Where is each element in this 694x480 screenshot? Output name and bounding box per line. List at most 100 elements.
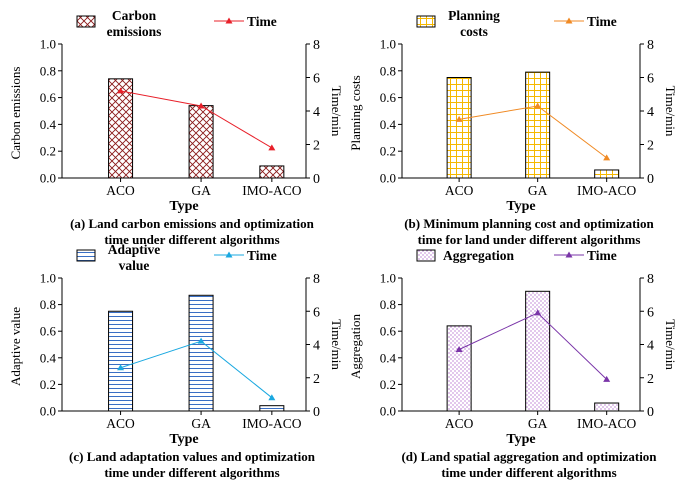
x-tick-label: GA (191, 183, 211, 198)
legend-label-bar: costs (460, 24, 488, 39)
right-tick-label: 2 (647, 139, 654, 154)
bar-aco (108, 78, 134, 179)
legend-label-time: Time (587, 248, 617, 263)
panel-caption: time for land under different algorithms (418, 232, 641, 247)
right-tick-label: 8 (647, 38, 654, 53)
panel-caption: time under different algorithms (441, 465, 616, 480)
left-tick-label: 1.0 (40, 37, 56, 52)
chart-panel-1: 0.0 0.2 0.4 0.6 0.8 1.0 0 2 4 6 8 ACO GA IMO-ACO Type C… (8, 8, 344, 247)
time-point-imo-aco (268, 394, 276, 401)
left-tick-label: 0.8 (380, 63, 396, 78)
legend-label-bar: Aggregation (443, 248, 514, 263)
bar-aco (446, 325, 472, 412)
y-axis-title: Carbon emissions (8, 67, 23, 160)
chart-panel-2: 0.0 0.2 0.4 0.6 0.8 1.0 0 2 4 6 8 ACO GA IMO-ACO Type P… (348, 8, 678, 247)
right-tick-label: 2 (313, 372, 320, 387)
y2-axis-title: Time/min (329, 86, 344, 137)
right-tick-label: 6 (313, 72, 320, 87)
left-tick-label: 0.4 (380, 117, 397, 132)
time-point-imo-aco (603, 375, 611, 382)
time-point-aco (455, 345, 463, 352)
left-tick-label: 0.8 (40, 63, 56, 78)
right-tick-label: 6 (313, 305, 320, 320)
x-axis-title: Type (506, 199, 535, 214)
chart-panel-3: 0.0 0.2 0.4 0.6 0.8 1.0 0 2 4 6 8 ACO GA IMO-ACO Type A… (8, 242, 344, 480)
y-axis-title: Planning costs (348, 75, 363, 150)
bar-ga (525, 71, 551, 179)
left-tick-label: 0.4 (380, 350, 397, 365)
legend-swatch-marker (225, 251, 233, 258)
right-tick-label: 4 (313, 339, 320, 354)
x-tick-label: ACO (445, 183, 474, 198)
x-tick-label: ACO (106, 183, 135, 198)
left-tick-label: 0.2 (40, 144, 56, 159)
time-point-ga (534, 102, 542, 109)
time-point-ga (197, 337, 205, 344)
right-tick-label: 4 (647, 105, 654, 120)
left-tick-label: 0.2 (40, 377, 56, 392)
x-tick-label: IMO-ACO (577, 183, 636, 198)
legend-label-bar: emissions (107, 24, 162, 39)
legend-label-bar: Planning (448, 8, 500, 23)
x-axis-title: Type (169, 199, 198, 214)
y2-axis-title: Time/min (663, 319, 678, 370)
right-tick-label: 2 (647, 372, 654, 387)
legend-label-time: Time (247, 14, 277, 29)
right-tick-label: 0 (647, 172, 654, 187)
y-axis-title: Aggregation (348, 314, 363, 379)
right-tick-label: 8 (647, 272, 654, 287)
bar-imo-aco (259, 405, 285, 412)
panel-caption: (a) Land carbon emissions and optimizati… (70, 216, 315, 231)
right-tick-label: 0 (313, 405, 320, 420)
x-tick-label: IMO-ACO (242, 416, 301, 431)
right-tick-label: 6 (647, 305, 654, 320)
x-axis-title: Type (169, 432, 198, 447)
x-tick-label: IMO-ACO (577, 416, 636, 431)
left-tick-label: 0.0 (380, 404, 396, 419)
left-tick-label: 0.0 (40, 171, 56, 186)
panel-caption: (d) Land spatial aggregation and optimiz… (401, 449, 657, 464)
time-point-imo-aco (603, 154, 611, 161)
legend-label-bar: Adaptive (108, 242, 161, 257)
left-tick-label: 1.0 (380, 37, 396, 52)
x-axis-title: Type (506, 432, 535, 447)
right-tick-label: 8 (313, 38, 320, 53)
left-tick-label: 0.6 (380, 90, 397, 105)
left-tick-label: 0.8 (40, 297, 56, 312)
left-tick-label: 0.6 (380, 324, 397, 339)
bar-imo-aco (259, 165, 285, 179)
y2-axis-title: Time/min (329, 319, 344, 370)
time-point-ga (534, 309, 542, 316)
left-tick-label: 0.8 (380, 297, 396, 312)
legend-swatch-bar (76, 249, 96, 262)
legend-label-bar: Carbon (112, 8, 157, 23)
left-tick-label: 0.6 (40, 90, 57, 105)
legend-label-time: Time (247, 248, 277, 263)
x-tick-label: GA (528, 416, 548, 431)
left-tick-label: 0.0 (380, 171, 396, 186)
right-tick-label: 0 (313, 172, 320, 187)
left-tick-label: 0.4 (40, 117, 57, 132)
legend-swatch-bar (416, 15, 436, 28)
bar-aco (446, 77, 472, 179)
right-tick-label: 8 (313, 272, 320, 287)
left-tick-label: 0.0 (40, 404, 56, 419)
left-tick-label: 0.4 (40, 350, 57, 365)
left-tick-label: 0.2 (380, 377, 396, 392)
left-tick-label: 0.2 (380, 144, 396, 159)
bar-imo-aco (594, 402, 620, 412)
left-tick-label: 1.0 (40, 271, 56, 286)
x-tick-label: GA (191, 416, 211, 431)
time-point-aco (455, 115, 463, 122)
chart-panel-4: 0.0 0.2 0.4 0.6 0.8 1.0 0 2 4 6 8 ACO GA IMO-ACO Type A… (348, 248, 678, 480)
panel-caption: time under different algorithms (104, 232, 279, 247)
legend-swatch-bar (416, 249, 436, 262)
legend-swatch-marker (225, 17, 233, 24)
bar-ga (525, 290, 551, 412)
right-tick-label: 4 (313, 105, 320, 120)
legend-label-bar: value (119, 258, 150, 273)
time-point-aco (117, 364, 125, 371)
y-axis-title: Adaptive value (8, 307, 23, 386)
left-tick-label: 0.6 (40, 324, 57, 339)
legend-label-time: Time (587, 14, 617, 29)
